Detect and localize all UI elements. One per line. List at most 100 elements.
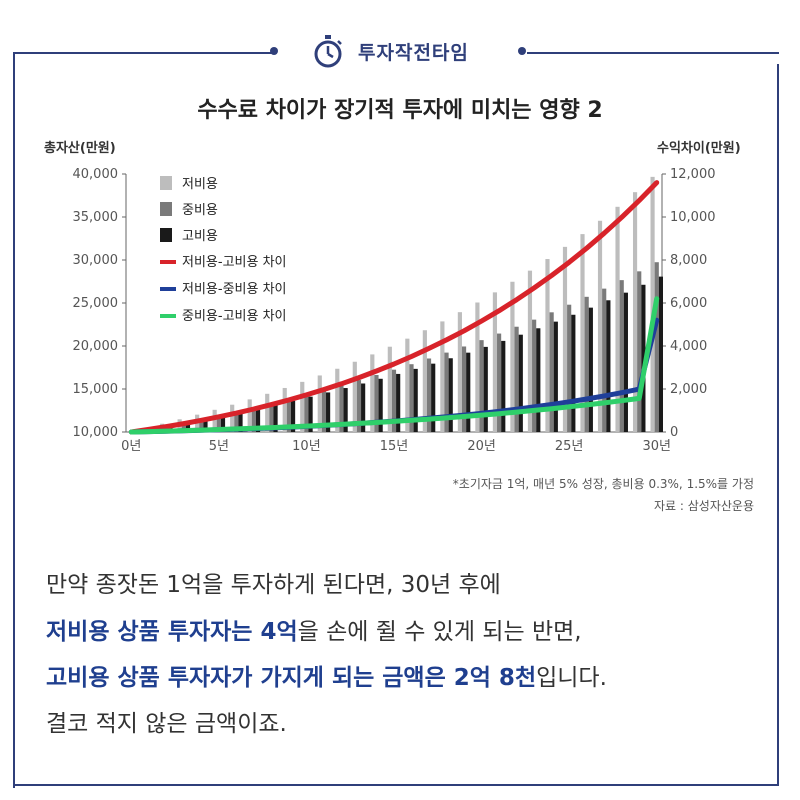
- bar-고비용: [185, 422, 191, 432]
- bar-중비용: [409, 364, 414, 432]
- x-tick-label: 30년: [642, 439, 671, 454]
- body-line-2-text: 을 손에 쥘 수 있게 되는 반면,: [297, 619, 582, 645]
- bar-저비용: [527, 270, 533, 432]
- bar-저비용: [475, 302, 480, 432]
- bar-중비용: [461, 346, 467, 432]
- left-axis-label: 총자산(만원): [44, 141, 116, 156]
- bar-중비용: [602, 288, 607, 432]
- body-line-4: 결코 적지 않은 금액이죠.: [46, 704, 287, 738]
- body-line-2: 저비용 상품 투자자는 4억을 손에 쥘 수 있게 되는 반면,: [46, 612, 582, 646]
- stopwatch-icon: [314, 35, 342, 68]
- chart-source: 자료 : 삼성자산운용: [654, 499, 754, 513]
- frame-left-border: [13, 52, 15, 788]
- bar-고비용: [571, 314, 576, 432]
- body-line-1: 만약 종잣돈 1억을 투자하게 된다면, 30년 후에: [46, 565, 501, 599]
- bar-고비용: [553, 321, 558, 432]
- legend-swatch-중비용: [160, 202, 172, 216]
- chart-title: 수수료 차이가 장기적 투자에 미치는 영향 2: [197, 98, 603, 123]
- bar-저비용: [440, 321, 445, 432]
- bar-고비용: [518, 334, 523, 432]
- bar-고비용: [431, 363, 436, 432]
- bar-저비용: [492, 292, 498, 432]
- bar-중비용: [391, 369, 397, 432]
- bar-중비용: [356, 380, 362, 432]
- body-line-1-text: 만약 종잣돈 1억을 투자하게 된다면, 30년 후에: [46, 572, 501, 598]
- right-tick-label: 10,000: [670, 210, 716, 225]
- x-tick-label: 20년: [467, 439, 496, 454]
- legend-swatch-고비용: [160, 228, 172, 242]
- bar-고비용: [255, 408, 261, 432]
- legend-label: 중비용-고비용 차이: [182, 309, 287, 324]
- bar-중비용: [234, 411, 239, 432]
- bar-중비용: [497, 333, 502, 432]
- bar-중비용: [654, 262, 659, 432]
- bar-고비용: [588, 307, 593, 432]
- bar-고비용: [343, 388, 348, 432]
- bar-중비용: [549, 312, 554, 432]
- bar-고비용: [326, 392, 331, 432]
- bar-고비용: [658, 276, 664, 432]
- x-tick-label: 25년: [555, 439, 584, 454]
- bar-저비용: [562, 246, 568, 432]
- right-tick-label: 2,000: [670, 382, 707, 397]
- body-line-4-text: 결코 적지 않은 금액이죠.: [46, 711, 287, 737]
- header-dot-right: [518, 47, 526, 55]
- left-tick-label: 35,000: [73, 210, 119, 225]
- bar-고비용: [413, 368, 418, 432]
- body-line-3-text: 입니다.: [536, 665, 607, 691]
- legend-label: 고비용: [182, 229, 218, 244]
- bar-고비용: [361, 383, 366, 432]
- frame-top-left-border: [13, 52, 273, 54]
- bar-중비용: [567, 304, 572, 432]
- left-tick-label: 15,000: [73, 382, 119, 397]
- bar-저비용: [650, 176, 655, 432]
- bar-고비용: [448, 358, 453, 432]
- bar-고비용: [641, 284, 646, 432]
- bar-고비용: [238, 412, 243, 432]
- bar-중비용: [251, 407, 256, 432]
- bar-고비용: [290, 400, 296, 432]
- bar-저비용: [230, 404, 235, 432]
- bar-중비용: [181, 422, 186, 432]
- bar-고비용: [623, 292, 628, 432]
- bar-중비용: [444, 352, 449, 432]
- header-title: 투자작전타임: [358, 42, 469, 64]
- bar-고비용: [220, 415, 226, 432]
- body-line-2-highlight: 저비용 상품 투자자는 4억: [46, 619, 298, 645]
- bar-저비용: [352, 361, 357, 432]
- left-tick-label: 25,000: [73, 296, 119, 311]
- frame-right-border: [777, 64, 779, 784]
- bar-저비용: [300, 381, 305, 432]
- bar-저비용: [370, 354, 375, 432]
- bar-저비용: [282, 387, 287, 432]
- body-line-3: 고비용 상품 투자자가 가지게 되는 금액은 2억 8천입니다.: [46, 658, 607, 692]
- bar-중비용: [321, 389, 327, 432]
- bar-중비용: [479, 340, 484, 432]
- bar-저비용: [335, 368, 340, 432]
- bar-중비용: [304, 394, 309, 432]
- bar-중비용: [199, 418, 204, 432]
- bar-저비용: [247, 399, 252, 432]
- bar-고비용: [396, 373, 401, 432]
- bar-고비용: [536, 328, 541, 432]
- bar-중비용: [286, 398, 291, 432]
- left-tick-label: 20,000: [73, 339, 119, 354]
- bar-저비용: [212, 409, 217, 432]
- bar-중비용: [619, 280, 624, 432]
- bar-저비용: [615, 206, 620, 432]
- bar-저비용: [597, 220, 603, 432]
- bar-중비용: [514, 326, 519, 432]
- left-tick-label: 10,000: [73, 425, 119, 440]
- bar-저비용: [510, 281, 515, 432]
- x-tick-label: 15년: [380, 439, 409, 454]
- left-tick-label: 40,000: [73, 167, 119, 182]
- chart-footnote: *초기자금 1억, 매년 5% 성장, 총비용 0.3%, 1.5%를 가정: [452, 477, 754, 491]
- bar-고비용: [273, 404, 278, 432]
- bar-중비용: [269, 402, 274, 432]
- bar-중비용: [532, 319, 537, 432]
- bar-저비용: [422, 330, 427, 432]
- right-tick-label: 4,000: [670, 339, 707, 354]
- legend-label: 저비용-고비용 차이: [182, 255, 287, 270]
- bar-저비용: [632, 192, 638, 432]
- bar-저비용: [580, 234, 585, 432]
